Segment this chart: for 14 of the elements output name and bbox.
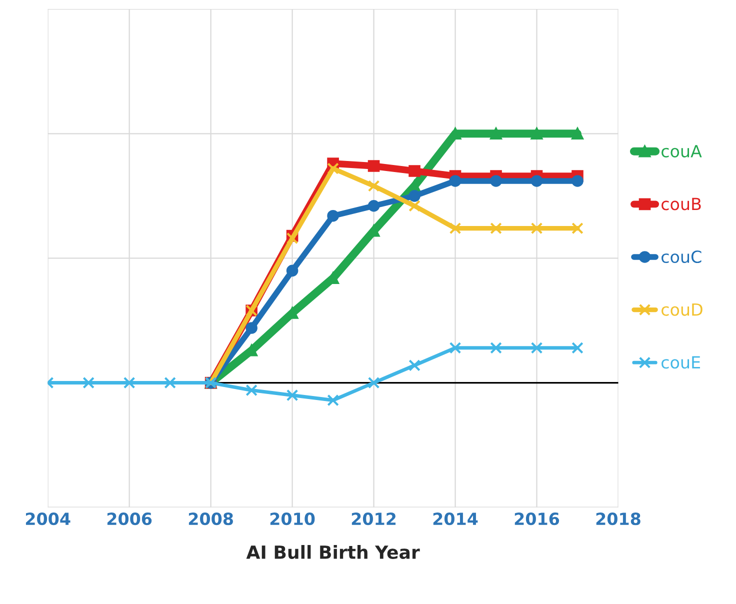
legend-label: couA <box>662 145 702 158</box>
x-tick-label: 2004 <box>26 512 70 526</box>
x-tick-label: 2016 <box>514 512 560 526</box>
legend-label: couC <box>662 250 702 264</box>
x-tick-label: 2018 <box>596 512 640 526</box>
x-tick-label: 2012 <box>352 512 396 526</box>
x-tick-label: 2006 <box>107 512 152 526</box>
x-tick-label: 2010 <box>270 512 315 526</box>
x-axis-title: AI Bull Birth Year <box>246 545 420 559</box>
x-tick-label: 2014 <box>433 512 478 526</box>
x-tick-label: 2008 <box>188 512 233 526</box>
legend-label: couD <box>662 303 702 316</box>
legend-label: couE <box>662 356 700 369</box>
legend-label: couB <box>662 198 701 210</box>
